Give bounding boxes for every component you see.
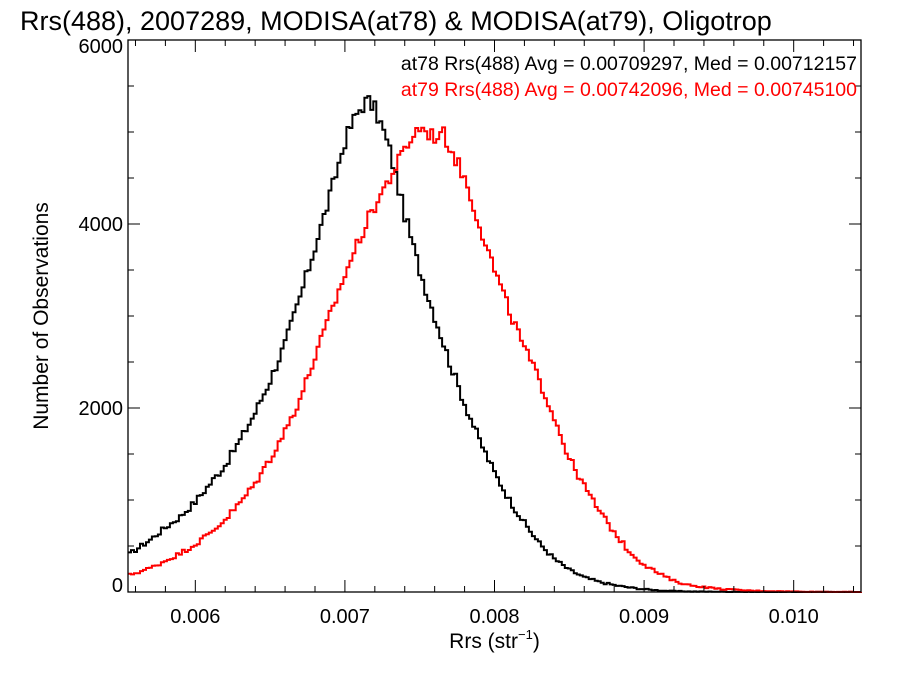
- x-tick-label: 0.006: [170, 606, 220, 628]
- y-tick-label: 6000: [79, 36, 124, 58]
- x-tick-label: 0.009: [619, 606, 669, 628]
- y-tick-label: 2000: [79, 398, 124, 420]
- histogram-series-1: [128, 95, 861, 593]
- x-tick-label: 0.010: [769, 606, 819, 628]
- y-tick-label: 4000: [79, 214, 124, 236]
- axis-ticks: [128, 39, 861, 593]
- y-tick-label: 0: [112, 575, 123, 597]
- legend-entry-2: at79 Rrs(488) Avg = 0.00742096, Med = 0.…: [401, 79, 857, 101]
- x-tick-labels: 0.006 0.007 0.008 0.009 0.010: [170, 606, 818, 628]
- histogram-series-2: [128, 126, 862, 593]
- y-tick-labels: 0 2000 4000 6000: [79, 36, 124, 597]
- plot-data-area: [128, 95, 862, 593]
- plot-frame: [127, 39, 862, 593]
- x-tick-label: 0.007: [320, 606, 370, 628]
- y-axis-label: Number of Observations: [30, 202, 53, 430]
- legend: at78 Rrs(488) Avg = 0.00709297, Med = 0.…: [401, 53, 857, 101]
- x-tick-label: 0.008: [469, 606, 519, 628]
- legend-entry-1: at78 Rrs(488) Avg = 0.00709297, Med = 0.…: [401, 53, 857, 75]
- x-axis-label: Rrs (str−1): [449, 627, 540, 653]
- chart-title: Rrs(488), 2007289, MODISA(at78) & MODISA…: [20, 6, 772, 36]
